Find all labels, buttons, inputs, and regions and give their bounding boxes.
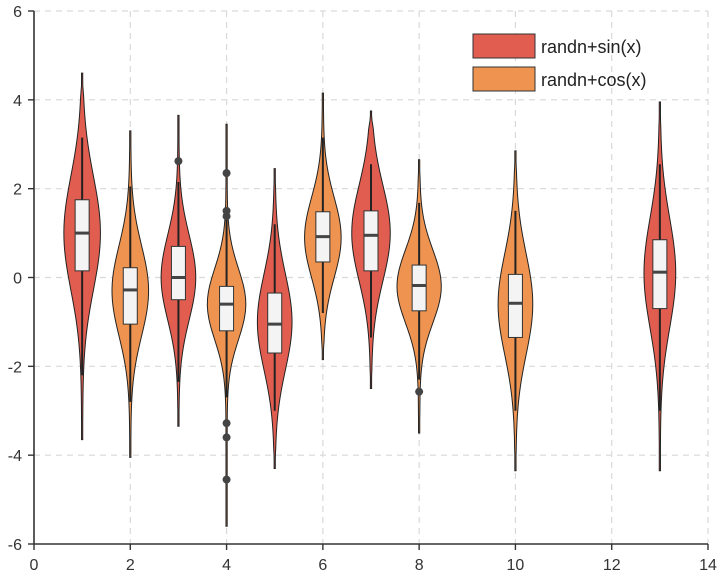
violin xyxy=(256,168,293,469)
violin xyxy=(206,123,247,527)
y-tick-label: 6 xyxy=(13,4,22,21)
outlier-point xyxy=(222,169,231,178)
violin xyxy=(351,110,391,390)
legend-item: randn+sin(x) xyxy=(472,33,642,59)
outlier-point xyxy=(222,419,231,428)
y-tick-label: -6 xyxy=(8,537,22,554)
x-tick-label: 4 xyxy=(222,557,231,574)
violin xyxy=(63,72,101,441)
x-tick-label: 10 xyxy=(507,557,525,574)
legend-swatch xyxy=(472,33,536,59)
legend-swatch xyxy=(472,66,536,92)
violin xyxy=(396,159,442,434)
violin xyxy=(497,150,534,472)
x-tick-label: 12 xyxy=(603,557,621,574)
outlier-point xyxy=(222,433,231,442)
y-tick-label: -4 xyxy=(8,448,22,465)
outlier-point xyxy=(415,387,424,396)
x-tick-label: 14 xyxy=(699,557,717,574)
outlier-point xyxy=(222,475,231,484)
legend-label: randn+cos(x) xyxy=(541,70,647,90)
violin-box xyxy=(363,210,379,272)
violin xyxy=(160,114,197,427)
y-tick-label: 2 xyxy=(13,182,22,199)
violin-box xyxy=(170,245,186,301)
violin-box xyxy=(74,199,90,272)
violin-box xyxy=(652,239,668,310)
outlier-point xyxy=(222,212,231,221)
x-tick-label: 8 xyxy=(415,557,424,574)
axes: 0 2 4 6 8 10 12 14 -6 -4 -2 0 2 4 6 xyxy=(8,4,717,574)
y-tick-label: -2 xyxy=(8,359,22,376)
violin-box xyxy=(507,273,523,338)
violin xyxy=(111,130,150,458)
x-tick-label: 6 xyxy=(318,557,327,574)
y-tick-label: 0 xyxy=(13,271,22,288)
violin-box xyxy=(122,267,138,325)
outlier-point xyxy=(174,157,183,166)
legend-item: randn+cos(x) xyxy=(472,66,647,92)
x-tick-label: 2 xyxy=(126,557,135,574)
violins xyxy=(63,72,677,527)
violin xyxy=(304,92,342,361)
legend: randn+sin(x) randn+cos(x) xyxy=(472,33,647,92)
violin-box xyxy=(411,264,427,312)
legend-label: randn+sin(x) xyxy=(541,37,642,57)
violin xyxy=(643,101,677,472)
violin-box xyxy=(219,285,235,332)
x-tick-label: 0 xyxy=(30,557,39,574)
y-tick-label: 4 xyxy=(13,93,22,110)
